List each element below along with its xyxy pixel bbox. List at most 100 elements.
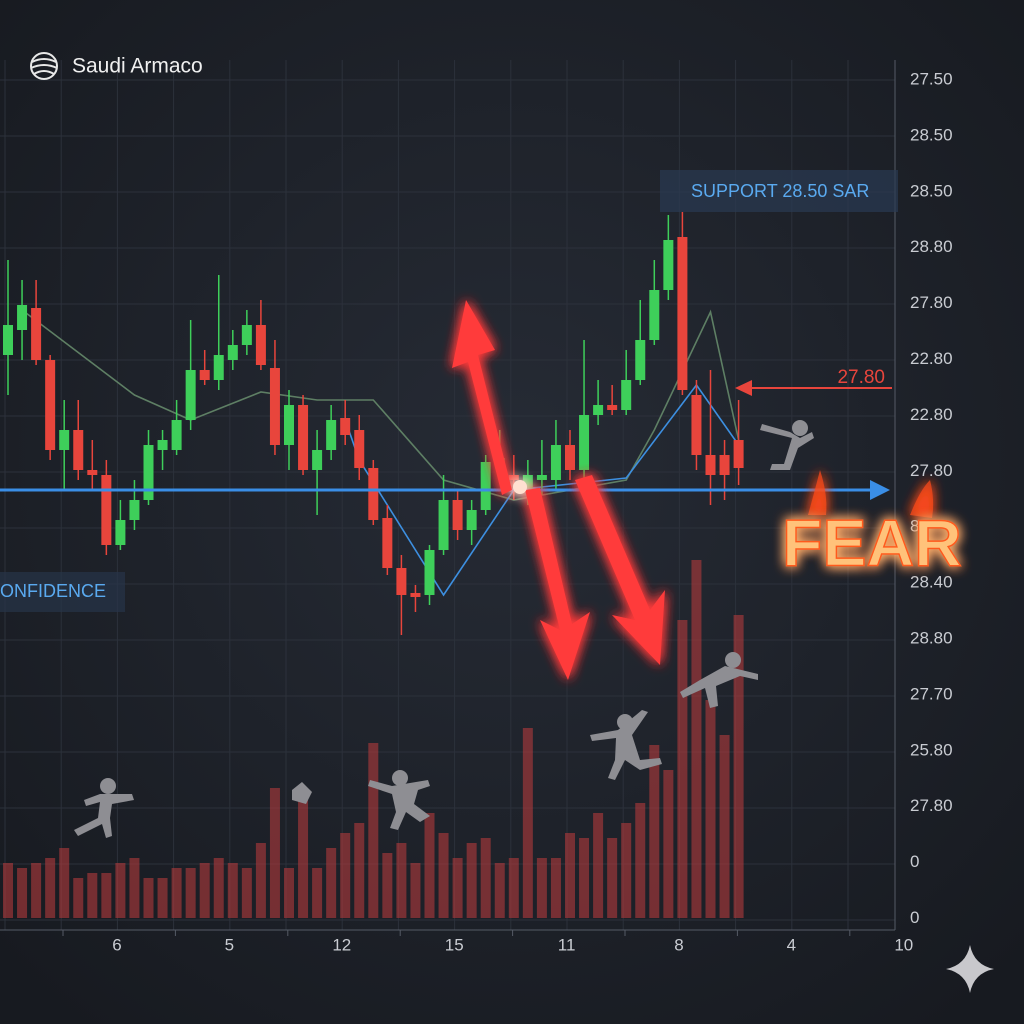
red-arrows	[452, 300, 665, 680]
candle-body	[101, 475, 112, 545]
volume-bar	[17, 868, 28, 918]
candle-body	[452, 500, 463, 530]
price-label: 80	[910, 517, 929, 536]
candle-body	[579, 415, 590, 470]
price-label: 22.80	[910, 349, 953, 368]
candle-body	[410, 593, 421, 597]
candle-body	[157, 440, 168, 450]
candle-body	[45, 360, 56, 450]
volume-bar	[508, 858, 519, 918]
confidence-box	[0, 572, 125, 612]
average-line	[21, 309, 740, 501]
candle-body	[115, 520, 126, 545]
x-tick-label: 15	[445, 935, 464, 954]
candle-body	[565, 445, 575, 470]
volume-bar	[494, 863, 505, 918]
brand-logo	[30, 52, 58, 80]
price-label: 22.80	[910, 405, 953, 424]
candle-body	[635, 340, 646, 380]
volume-bar	[340, 833, 351, 918]
price-label: 27.80	[910, 293, 953, 312]
candle-body	[199, 370, 210, 380]
candle-body	[59, 430, 70, 450]
volume-bar	[59, 848, 70, 918]
arrow-down	[525, 488, 590, 680]
price-callout-arrow	[735, 380, 752, 396]
falling-figure	[760, 420, 814, 470]
candle-body	[382, 518, 393, 568]
candle-body	[269, 368, 280, 445]
candle-body	[73, 430, 84, 470]
candle-body	[87, 470, 98, 475]
volume-bar	[691, 560, 702, 918]
volume-bar	[199, 863, 210, 918]
volume-bar	[550, 858, 561, 918]
volume-bar	[185, 868, 196, 918]
candle-body	[550, 445, 561, 480]
volume-bar	[593, 813, 604, 918]
candle-body	[663, 240, 674, 290]
flame	[808, 470, 827, 515]
figures	[74, 420, 814, 838]
support-label-box	[660, 170, 898, 212]
candle-body	[31, 308, 42, 360]
candle-body	[284, 405, 294, 445]
falling-figure	[590, 710, 662, 780]
falling-figure	[74, 778, 134, 838]
volume-bar	[705, 700, 716, 918]
volume-bar	[31, 863, 42, 918]
volume-bar	[87, 873, 98, 918]
x-tick-label: 5	[225, 935, 234, 954]
candle-body	[171, 420, 182, 450]
falling-briefcase	[292, 782, 312, 804]
fear-label: FEAR	[782, 505, 962, 579]
candle-body	[326, 420, 337, 450]
x-tick-label: 4	[787, 935, 796, 954]
price-label: 28.50	[910, 125, 953, 144]
volume-bar	[368, 743, 379, 918]
volume-bar	[241, 868, 252, 918]
volume-bar	[269, 788, 280, 918]
volume-bar	[733, 615, 744, 918]
candle-body	[241, 325, 252, 345]
volume-bar	[522, 728, 533, 918]
x-tick-label: 12	[332, 935, 351, 954]
confidence-label: ONFIDENCE	[0, 581, 106, 601]
candle-body	[354, 430, 365, 468]
x-tick-label: 6	[112, 935, 121, 954]
candle-body	[298, 405, 309, 470]
price-callout: 27.80	[837, 367, 885, 388]
candle-body	[312, 450, 323, 470]
brand: Saudi Armaco	[30, 52, 203, 80]
x-tick-label: 10	[894, 935, 913, 954]
volume-bar	[719, 735, 730, 918]
candle-body	[438, 500, 449, 550]
volume-bar	[438, 833, 449, 918]
candle-body	[508, 475, 519, 480]
candle-body	[677, 237, 688, 390]
candle-body	[733, 440, 744, 468]
spark	[513, 480, 527, 494]
candle-body	[185, 370, 196, 420]
volume-bar	[396, 843, 407, 918]
falling-figure	[368, 770, 430, 830]
volume-bar	[171, 868, 182, 918]
candle-body	[143, 445, 154, 500]
x-tick-label: 11	[558, 935, 576, 954]
volume-bar	[101, 873, 112, 918]
falling-figure	[680, 652, 758, 708]
price-label: 27.80	[910, 796, 953, 815]
candle-body	[396, 568, 407, 595]
volume-bar	[480, 838, 491, 918]
candle-body	[691, 395, 702, 455]
flame	[910, 480, 934, 518]
price-label: 25.80	[910, 740, 953, 759]
price-label: 28.80	[910, 628, 953, 647]
candle-body	[522, 475, 533, 490]
volume-bar	[607, 838, 618, 918]
volume-bar	[213, 858, 224, 918]
volume-bar	[298, 798, 309, 918]
price-label: 28.40	[910, 573, 953, 592]
volume-bar	[452, 858, 463, 918]
